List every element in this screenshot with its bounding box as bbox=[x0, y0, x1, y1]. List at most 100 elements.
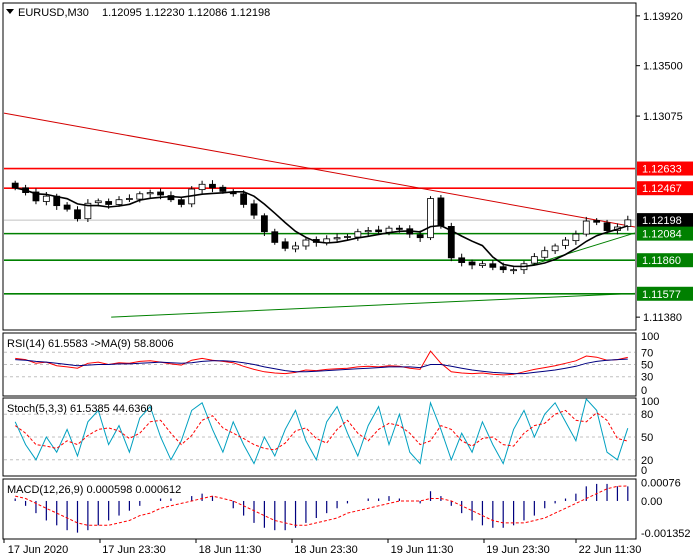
candle-body bbox=[551, 245, 559, 252]
candle-body bbox=[458, 257, 466, 263]
candle-body bbox=[344, 236, 351, 238]
candle-body bbox=[375, 229, 383, 233]
price-level-tag bbox=[637, 161, 693, 176]
candle-body bbox=[157, 191, 164, 196]
macd-label: MACD(12,26,9) 0.000598 0.000612 bbox=[7, 484, 181, 496]
candle-body bbox=[209, 183, 216, 189]
price-axis-label: 1.12467 bbox=[642, 183, 682, 195]
candle-body bbox=[177, 199, 185, 205]
candle-body bbox=[447, 225, 455, 259]
stochastic-axis-label: 80 bbox=[641, 409, 653, 421]
candle-body bbox=[333, 237, 341, 240]
candle-body bbox=[240, 193, 248, 205]
time-axis-label: 19 Jun 11:30 bbox=[391, 544, 454, 556]
macd-panel[interactable] bbox=[2, 478, 637, 540]
time-axis-label: 19 Jun 23:30 bbox=[486, 544, 550, 556]
candle-body bbox=[105, 201, 113, 205]
rsi-axis-label: 70 bbox=[641, 347, 653, 359]
rsi-label: RSI(14) 61.5583 ->MA(9) 58.8006 bbox=[7, 338, 174, 350]
candle-body bbox=[136, 193, 144, 200]
trendline-long-uptrend bbox=[111, 292, 636, 318]
candle-body bbox=[42, 195, 50, 202]
moving-average-line bbox=[15, 187, 629, 268]
candle-body bbox=[126, 198, 133, 200]
trendline-uptrend bbox=[523, 232, 636, 268]
stochastic-axis-label: 20 bbox=[641, 455, 653, 467]
candle-body bbox=[302, 239, 310, 247]
stochastic-axis-label: 50 bbox=[641, 432, 653, 444]
rsi-ma-line bbox=[15, 358, 628, 375]
price-axis-label: 1.13075 bbox=[643, 111, 683, 123]
stochastic-axis-label: 100 bbox=[641, 396, 659, 408]
stochastic-axis-label: 0 bbox=[641, 465, 647, 477]
candle-body bbox=[198, 183, 206, 191]
price-axis-label: 1.12198 bbox=[642, 215, 682, 227]
symbol-dropdown-icon[interactable] bbox=[6, 9, 14, 14]
candle-body bbox=[395, 227, 403, 230]
candle-body bbox=[271, 231, 279, 243]
candle-body bbox=[219, 186, 227, 192]
rsi-panel[interactable] bbox=[2, 332, 637, 397]
time-axis-label: 17 Jun 2020 bbox=[8, 544, 69, 556]
candle-body bbox=[603, 222, 611, 231]
candle-body bbox=[416, 234, 424, 239]
macd-signal-line bbox=[15, 485, 628, 526]
candle-body bbox=[437, 197, 445, 227]
price-axis-label: 1.13920 bbox=[643, 11, 683, 23]
price-level-tag bbox=[637, 286, 693, 301]
price-level-tag bbox=[637, 253, 693, 268]
price-axis-label: 1.12084 bbox=[642, 229, 682, 241]
candle-body bbox=[364, 230, 372, 233]
candle-body bbox=[593, 220, 601, 223]
candle-body bbox=[562, 239, 569, 246]
candle-body bbox=[354, 231, 362, 238]
stochastic-main-line bbox=[14, 397, 629, 465]
candle-body bbox=[479, 263, 486, 266]
candle-body bbox=[541, 250, 549, 258]
price-panel[interactable] bbox=[2, 2, 637, 331]
candle-body bbox=[74, 209, 81, 220]
candle-body bbox=[292, 245, 299, 250]
macd-axis-label: 0.00076 bbox=[641, 477, 681, 489]
candle-body bbox=[84, 202, 92, 220]
candle-body bbox=[115, 199, 123, 205]
rsi-axis-label: 30 bbox=[641, 372, 653, 384]
price-axis-label: 1.11380 bbox=[643, 312, 682, 324]
stochastic-panel[interactable] bbox=[2, 397, 637, 477]
candle-body bbox=[63, 204, 71, 210]
candle-body bbox=[572, 233, 580, 242]
candle-body bbox=[167, 195, 175, 201]
candle-body bbox=[94, 200, 102, 204]
candle-body bbox=[624, 219, 632, 227]
candle-body bbox=[427, 198, 434, 239]
candle-body bbox=[530, 256, 538, 264]
rsi-axis-label: 100 bbox=[641, 331, 659, 343]
candle-body bbox=[32, 191, 40, 202]
time-axis-label: 18 Jun 23:30 bbox=[294, 544, 358, 556]
trendline-downtrend bbox=[3, 112, 636, 228]
symbol-label: EURUSD,M30 bbox=[18, 7, 89, 19]
candle-body bbox=[146, 192, 154, 195]
price-axis-label: 1.13500 bbox=[643, 61, 683, 73]
price-level-tag bbox=[637, 213, 693, 228]
candle-body bbox=[260, 215, 268, 233]
macd-axis-label: -0.001352 bbox=[641, 528, 691, 540]
time-axis-label: 18 Jun 11:30 bbox=[199, 544, 262, 556]
stochastic-label: Stoch(5,3,3) 61.5385 44.6360 bbox=[7, 403, 153, 415]
candle-body bbox=[489, 263, 497, 268]
time-axis-label: 17 Jun 23:30 bbox=[102, 544, 166, 556]
candle-body bbox=[11, 182, 19, 189]
price-level-tag bbox=[637, 226, 693, 241]
rsi-axis-label: 50 bbox=[641, 360, 653, 372]
candle-body bbox=[499, 266, 507, 271]
candle-body bbox=[250, 203, 258, 216]
candle-body bbox=[510, 269, 517, 272]
macd-axis-label: 0.00 bbox=[641, 496, 662, 508]
ohlc-values: 1.12095 1.12230 1.12086 1.12198 bbox=[102, 7, 270, 19]
candle-body bbox=[582, 220, 590, 235]
rsi-line bbox=[15, 350, 628, 376]
price-axis-label: 1.11860 bbox=[642, 255, 681, 267]
price-level-tag bbox=[637, 181, 693, 196]
